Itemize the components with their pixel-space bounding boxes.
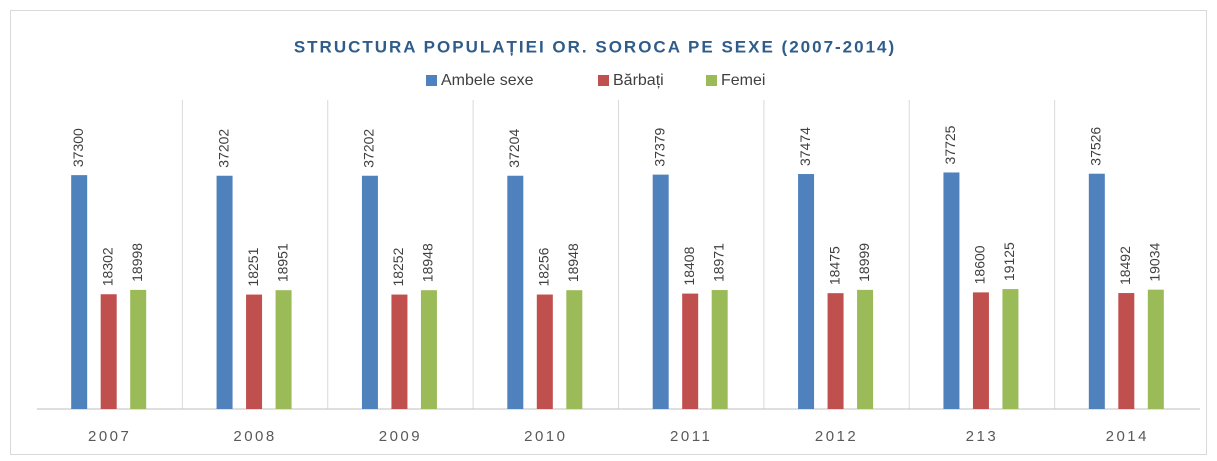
data-label: 19125	[1001, 242, 1017, 281]
x-tick-label: 2009	[379, 428, 422, 445]
legend-swatch	[706, 75, 717, 86]
data-label: 37379	[651, 127, 667, 166]
legend-swatch	[426, 75, 437, 86]
chart-title: STRUCTURA POPULAȚIEI OR. SOROCA PE SEXE …	[294, 37, 896, 56]
data-label: 37474	[797, 127, 813, 166]
data-label: 18998	[129, 243, 145, 282]
x-tick-label: 2010	[524, 428, 567, 445]
bar	[827, 293, 844, 409]
bar	[857, 289, 874, 409]
bar	[566, 290, 583, 409]
bar	[798, 174, 815, 409]
x-tick-label: 2007	[88, 428, 131, 445]
data-label: 18600	[972, 245, 988, 284]
bar	[682, 293, 699, 409]
bar	[943, 172, 960, 409]
x-tick-label: 2011	[670, 428, 712, 445]
data-label: 18948	[420, 243, 436, 282]
bar	[1147, 289, 1164, 409]
bar	[972, 292, 989, 409]
data-label: 18971	[710, 243, 726, 282]
bar	[1118, 293, 1135, 409]
data-label: 18256	[536, 247, 552, 286]
data-label: 18948	[565, 243, 581, 282]
data-label: 37725	[942, 125, 958, 164]
data-label: 37526	[1088, 127, 1104, 166]
bar	[1088, 173, 1105, 409]
data-label: 37202	[215, 129, 231, 168]
bar	[1002, 289, 1019, 409]
bar	[507, 175, 524, 409]
bar	[536, 294, 553, 409]
bar	[216, 175, 233, 409]
legend-label: Bărbați	[613, 72, 664, 89]
data-label: 18252	[390, 247, 406, 286]
bar	[130, 289, 147, 409]
data-label: 18302	[99, 247, 115, 286]
legend-label: Femei	[721, 72, 765, 89]
bar	[391, 294, 408, 409]
data-label: 37204	[506, 129, 522, 168]
data-label: 18408	[681, 246, 697, 285]
legend-swatch	[598, 75, 609, 86]
bar	[711, 290, 728, 409]
bar	[420, 290, 437, 409]
data-label: 18475	[826, 246, 842, 285]
x-tick-label: 213	[966, 428, 999, 445]
bar	[100, 294, 117, 409]
bar	[275, 290, 292, 409]
legend-label: Ambele sexe	[441, 72, 534, 89]
data-label: 18951	[274, 243, 290, 282]
data-label: 18999	[856, 243, 872, 282]
bar	[652, 174, 669, 409]
x-tick-label: 2008	[233, 428, 276, 445]
bar	[246, 294, 263, 409]
data-label: 18492	[1117, 246, 1133, 285]
data-label: 19034	[1147, 243, 1163, 282]
data-label: 18251	[245, 247, 261, 286]
data-label: 37300	[70, 128, 86, 167]
x-tick-label: 2012	[815, 428, 858, 445]
bar	[71, 175, 88, 409]
x-tick-label: 2014	[1106, 428, 1149, 445]
bar	[361, 175, 378, 409]
data-label: 37202	[361, 129, 377, 168]
